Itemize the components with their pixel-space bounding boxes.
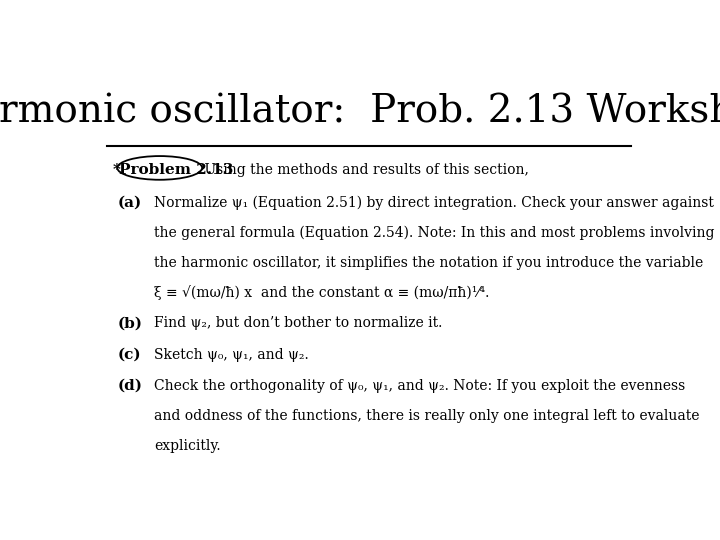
Text: Using the methods and results of this section,: Using the methods and results of this se… (200, 163, 529, 177)
Text: Problem 2.13: Problem 2.13 (119, 163, 233, 177)
Text: Sketch ψ₀, ψ₁, and ψ₂.: Sketch ψ₀, ψ₁, and ψ₂. (154, 348, 309, 362)
Text: (c): (c) (118, 348, 142, 362)
Text: Normalize ψ₁ (Equation 2.51) by direct integration. Check your answer against: Normalize ψ₁ (Equation 2.51) by direct i… (154, 196, 714, 210)
Text: and oddness of the functions, there is really only one integral left to evaluate: and oddness of the functions, there is r… (154, 409, 700, 423)
Text: Check the orthogonality of ψ₀, ψ₁, and ψ₂. Note: If you exploit the evenness: Check the orthogonality of ψ₀, ψ₁, and ψ… (154, 379, 685, 393)
Text: (a): (a) (118, 196, 142, 210)
Text: the harmonic oscillator, it simplifies the notation if you introduce the variabl: the harmonic oscillator, it simplifies t… (154, 255, 703, 269)
Text: *: * (112, 163, 120, 177)
Text: the general formula (Equation 2.54). Note: In this and most problems involving: the general formula (Equation 2.54). Not… (154, 226, 715, 240)
Text: (b): (b) (118, 316, 143, 330)
Text: Harmonic oscillator:  Prob. 2.13 Worksheet: Harmonic oscillator: Prob. 2.13 Workshee… (0, 94, 720, 131)
Text: Find ψ₂, but don’t bother to normalize it.: Find ψ₂, but don’t bother to normalize i… (154, 316, 443, 330)
Text: (d): (d) (118, 379, 143, 393)
Text: ξ ≡ √(mω/ħ) x  and the constant α ≡ (mω/πħ)¹⁄⁴.: ξ ≡ √(mω/ħ) x and the constant α ≡ (mω/π… (154, 286, 490, 300)
Text: explicitly.: explicitly. (154, 438, 221, 453)
